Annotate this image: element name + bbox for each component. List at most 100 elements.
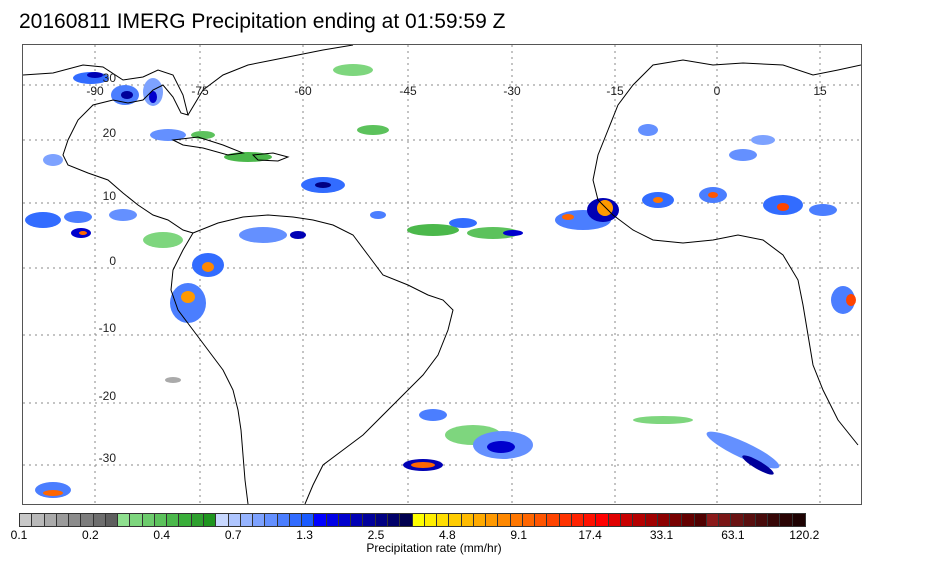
colorbar-swatch — [363, 514, 376, 526]
colorbar-swatch — [743, 514, 756, 526]
colorbar-swatch — [32, 514, 45, 526]
colorbar-swatch — [645, 514, 658, 526]
colorbar-swatch — [69, 514, 82, 526]
lat-label: -30 — [99, 451, 117, 465]
latitude-labels: 30 20 10 0 -10 -20 -30 — [99, 71, 117, 465]
colorbar-swatch — [731, 514, 744, 526]
lon-label: -45 — [399, 84, 417, 98]
south-america-east-coast — [192, 214, 454, 504]
precip-cell — [751, 135, 775, 145]
colorbar-swatch — [547, 514, 560, 526]
colorbar-swatch — [216, 514, 229, 526]
lat-label: 10 — [103, 189, 117, 203]
colorbar-swatch — [461, 514, 474, 526]
colorbar-swatch — [240, 514, 254, 526]
colorbar-swatch — [118, 514, 131, 526]
lon-label: 0 — [714, 84, 721, 98]
lon-label: -75 — [191, 84, 209, 98]
precip-cell — [638, 124, 658, 136]
colorbar-tick-label: 9.1 — [510, 528, 528, 542]
precip-cell — [202, 262, 214, 272]
colorbar-tick-label: 0.2 — [82, 528, 99, 542]
colorbar-swatch — [44, 514, 57, 526]
lon-label: 15 — [813, 84, 827, 98]
precip-cell — [831, 286, 855, 314]
gridlines — [23, 45, 861, 504]
colorbar-swatch — [81, 514, 94, 526]
colorbar-swatch — [449, 514, 462, 526]
hispaniola — [251, 152, 290, 162]
colorbar-swatch — [314, 514, 327, 526]
colorbar-swatch — [154, 514, 168, 526]
colorbar-tick-label: 0.4 — [153, 528, 171, 542]
colorbar-swatch — [387, 514, 401, 526]
precip-cell — [25, 212, 61, 228]
colorbar-swatch — [203, 514, 217, 526]
colorbar-swatch — [253, 514, 266, 526]
precip-cell — [487, 441, 515, 453]
lat-label: 0 — [109, 254, 116, 268]
precip-cell — [653, 197, 663, 203]
precipitation-map[interactable]: -90 -75 -60 -45 -30 -15 0 15 30 20 10 0 -10 -20 -30 — [22, 44, 862, 505]
colorbar-swatch — [105, 514, 119, 526]
precip-cell — [407, 224, 459, 236]
precipitation-cells — [25, 64, 856, 498]
north-america-coast — [23, 64, 194, 234]
lat-label: 20 — [103, 126, 117, 140]
colorbar-tick-label: 120.2 — [789, 528, 820, 542]
colorbar-swatch — [338, 514, 352, 526]
precip-cell — [597, 200, 613, 216]
precip-cell — [43, 490, 63, 496]
colorbar-swatch — [633, 514, 646, 526]
colorbar-swatch — [559, 514, 572, 526]
colorbar-swatch — [265, 514, 278, 526]
precip-cell — [290, 231, 306, 239]
precip-cell — [706, 431, 780, 469]
precip-cell — [467, 227, 519, 239]
colorbar-swatch — [608, 514, 622, 526]
colorbar-swatch — [596, 514, 609, 526]
colorbar-swatch — [142, 514, 155, 526]
precip-cell — [419, 409, 447, 421]
colorbar-swatch — [706, 514, 720, 526]
colorbar-swatch — [412, 514, 425, 526]
precip-cell — [150, 129, 186, 141]
colorbar-swatch — [351, 514, 364, 526]
precip-cell — [357, 125, 389, 135]
colorbar-swatch — [621, 514, 634, 526]
precip-cell — [315, 182, 331, 188]
precip-cell — [411, 462, 435, 468]
lon-label: -60 — [294, 84, 312, 98]
colorbar-swatch — [719, 514, 732, 526]
colorbar-swatch — [584, 514, 597, 526]
colorbar-tick-label: 4.8 — [438, 528, 456, 542]
colorbar-tick-label: 17.4 — [578, 528, 602, 542]
africa-coast — [592, 59, 861, 446]
colorbar-swatch — [682, 514, 695, 526]
precip-cell — [79, 231, 87, 235]
south-america-west-coast — [170, 232, 249, 504]
colorbar-tick-label: 0.7 — [224, 528, 242, 542]
colorbar-swatch — [424, 514, 438, 526]
colorbar-swatch — [56, 514, 70, 526]
colorbar-swatch — [755, 514, 769, 526]
longitude-labels: -90 -75 -60 -45 -30 -15 0 15 — [86, 84, 827, 98]
colorbar-swatch — [792, 514, 805, 526]
precip-cell — [165, 377, 181, 383]
precip-cell — [181, 291, 195, 303]
precip-cell — [64, 211, 92, 223]
precipitation-colorbar — [19, 513, 806, 527]
colorbar-swatch — [510, 514, 523, 526]
lon-label: -30 — [503, 84, 521, 98]
precip-cell — [449, 218, 477, 228]
precip-cell — [809, 204, 837, 216]
precip-cell — [149, 91, 157, 103]
colorbar-swatch — [191, 514, 204, 526]
precip-cell — [742, 455, 774, 475]
precip-cell — [633, 416, 693, 424]
colorbar-swatch — [498, 514, 511, 526]
lat-label: -20 — [99, 389, 117, 403]
lon-label: -15 — [606, 84, 624, 98]
colorbar-swatch — [780, 514, 793, 526]
lon-label: -90 — [86, 84, 104, 98]
